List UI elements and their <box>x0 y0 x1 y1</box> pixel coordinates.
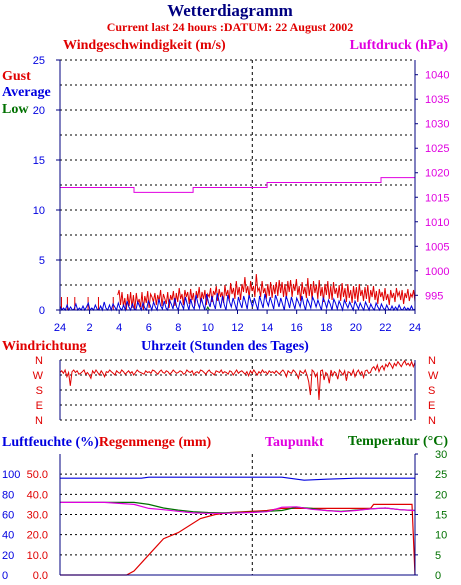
temperature-y-tick: 5 <box>435 550 441 562</box>
humidity-title: Luftfeuchte (%) <box>2 435 99 450</box>
luftdruck-series <box>60 177 415 193</box>
legend-gust: Gust <box>2 69 31 84</box>
temperature-title-end: ) <box>443 434 448 449</box>
pressure-y-tick: 1005 <box>425 241 449 253</box>
wind-y-tick: 20 <box>33 105 45 117</box>
x-axis-title: Uhrzeit (Stunden des Tages) <box>141 339 309 354</box>
x-tick-label: 22 <box>379 322 391 334</box>
direction-y-tick-right: N <box>428 415 436 427</box>
wind-y-tick: 25 <box>33 55 45 67</box>
pressure-y-tick: 1000 <box>425 266 449 278</box>
direction-y-tick-left: E <box>36 400 43 412</box>
wind-y-tick: 0 <box>39 305 45 317</box>
temperature-y-tick: 0 <box>435 570 441 582</box>
grid-layer <box>60 59 415 576</box>
humidity-y-tick: 80 <box>2 489 14 501</box>
direction-y-tick-left: N <box>35 415 43 427</box>
x-tick-label: 24 <box>409 322 421 334</box>
dewpoint-title: Taupunkt <box>265 435 324 450</box>
temperature-title: Temperatur (°C) <box>348 434 448 449</box>
pressure-axis-title: Luftdruck (hPa) <box>350 38 449 53</box>
x-tick-label: 14 <box>261 322 273 334</box>
axes-layer: 0510152025995100010051010101510201025103… <box>2 55 449 582</box>
pressure-y-tick: 995 <box>425 290 443 302</box>
legend-low: Low <box>2 102 29 117</box>
pressure-y-tick: 1040 <box>425 70 449 82</box>
chart-title: Wetterdiagramm <box>167 1 293 20</box>
rain-title: Regenmenge (mm) <box>99 435 212 450</box>
luftfeuchte-series <box>60 476 415 481</box>
x-tick-label: 2 <box>87 322 93 334</box>
taupunkt-series <box>60 501 416 514</box>
x-tick-label: 16 <box>291 322 303 334</box>
temperature-y-tick: 20 <box>435 489 447 501</box>
pressure-y-tick: 1010 <box>425 217 449 229</box>
direction-y-tick-right: S <box>428 385 435 397</box>
x-tick-label: 8 <box>175 322 181 334</box>
pressure-y-tick: 1030 <box>425 119 449 131</box>
x-tick-label: 18 <box>320 322 332 334</box>
average-series <box>59 292 416 312</box>
temperature-y-tick: 10 <box>435 530 447 542</box>
direction-y-tick-left: S <box>36 385 43 397</box>
rain-y-tick: 20.0 <box>27 530 48 542</box>
wind-y-tick: 15 <box>33 155 45 167</box>
temperatur-series <box>60 501 416 514</box>
x-tick-label: 6 <box>146 322 152 334</box>
wind-y-tick: 10 <box>33 205 45 217</box>
humidity-panel-title: Luftfeuchte (%)Regenmenge (mm) <box>2 435 211 450</box>
direction-panel-title: Windrichtung <box>2 339 87 354</box>
humidity-y-tick: 0 <box>2 570 8 582</box>
temperature-title-unit: °C <box>428 434 444 449</box>
direction-series <box>59 359 416 401</box>
direction-y-tick-left: W <box>33 370 44 382</box>
rain-y-tick: 30.0 <box>27 510 48 522</box>
humidity-y-tick: 40 <box>2 530 14 542</box>
rain-y-tick: 0.0 <box>33 570 48 582</box>
chart-subtitle: Current last 24 hours :DATUM: 22 August … <box>107 20 354 34</box>
direction-y-tick-right: W <box>428 370 439 382</box>
direction-y-tick-right: N <box>428 355 436 367</box>
wind-y-tick: 5 <box>39 255 45 267</box>
x-tick-label: 20 <box>350 322 362 334</box>
temperature-title-text: Temperatur ( <box>348 434 428 449</box>
x-tick-label: 10 <box>202 322 214 334</box>
legend-average: Average <box>2 85 51 100</box>
x-tick-label: 4 <box>116 322 122 334</box>
x-tick-label: 12 <box>231 322 243 334</box>
pressure-y-tick: 1015 <box>425 192 449 204</box>
x-tick-label: 24 <box>54 322 66 334</box>
rain-y-tick: 50.0 <box>27 469 48 481</box>
temperature-y-tick: 30 <box>435 449 447 461</box>
humidity-y-tick: 100 <box>2 469 20 481</box>
wind-panel-title: Windgeschwindigkeit (m/s) <box>63 38 226 53</box>
direction-y-tick-left: N <box>35 355 43 367</box>
temperature-y-tick: 15 <box>435 510 447 522</box>
humidity-y-tick: 20 <box>2 550 14 562</box>
pressure-y-tick: 1035 <box>425 94 449 106</box>
series-layer <box>59 177 416 576</box>
humidity-y-tick: 60 <box>2 510 14 522</box>
direction-y-tick-right: E <box>428 400 435 412</box>
rain-y-tick: 40.0 <box>27 489 48 501</box>
pressure-y-tick: 1025 <box>425 143 449 155</box>
temperature-y-tick: 25 <box>435 469 447 481</box>
rain-y-tick: 10.0 <box>27 550 48 562</box>
pressure-y-tick: 1020 <box>425 168 449 180</box>
